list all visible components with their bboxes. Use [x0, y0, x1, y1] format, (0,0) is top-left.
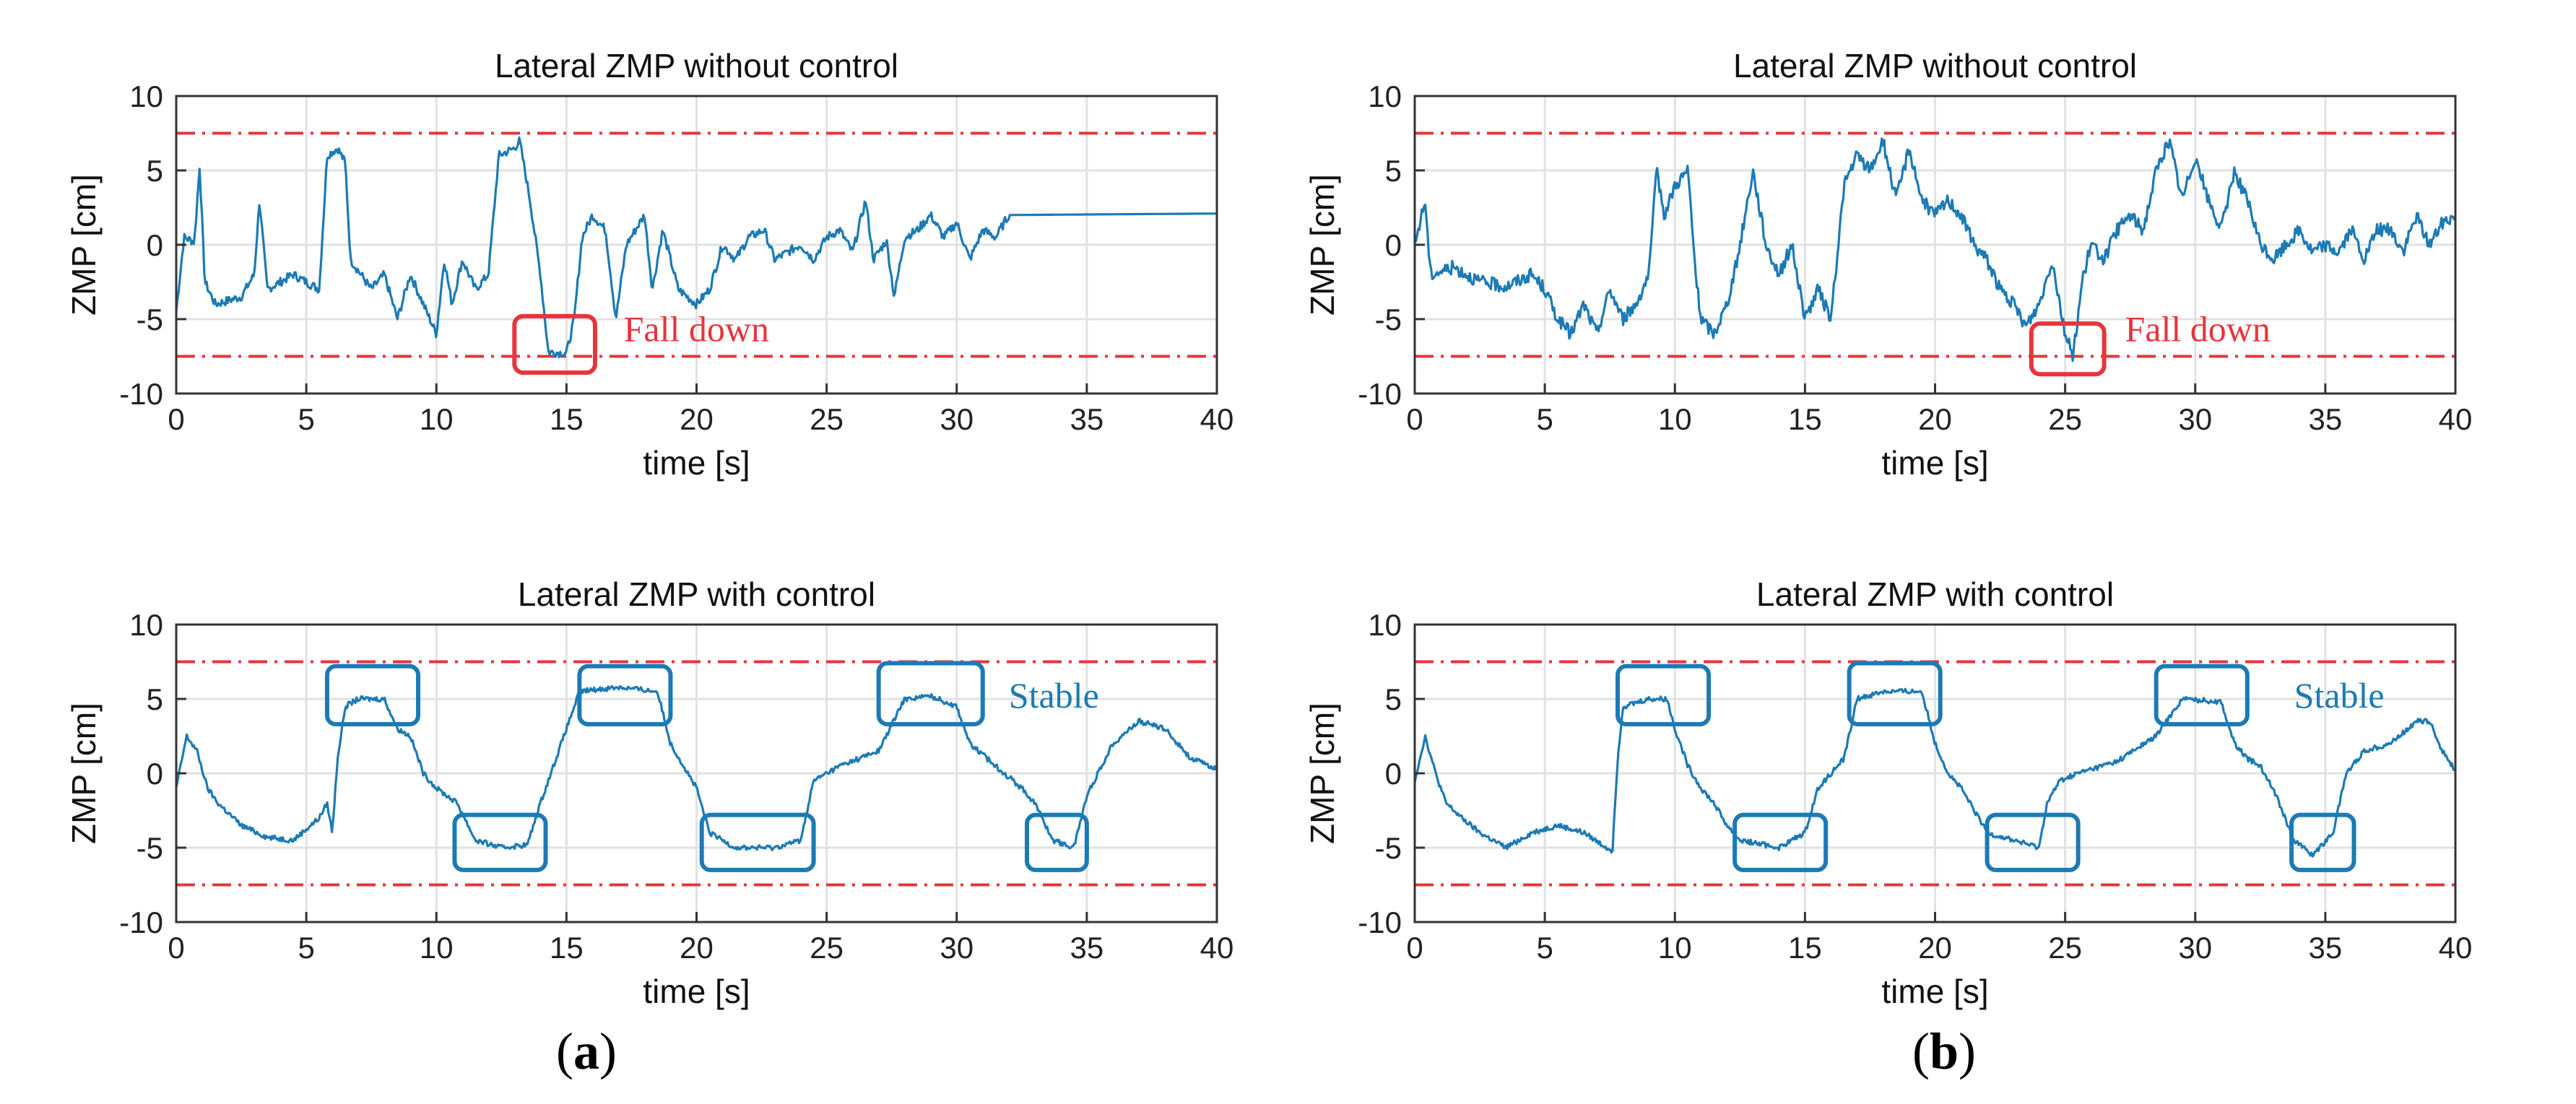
- x-tick-label: 35: [2309, 402, 2343, 436]
- fall-box: [512, 313, 598, 375]
- x-tick-label: 40: [2439, 402, 2473, 436]
- y-axis-label: ZMP [cm]: [1304, 174, 1341, 316]
- y-axis-label: ZMP [cm]: [65, 703, 103, 844]
- fall-down-label: Fall down: [2125, 308, 2270, 349]
- series-line-zmp: [175, 136, 1216, 359]
- x-tick-label: 20: [1918, 931, 1952, 965]
- stable-label: Stable: [2294, 675, 2385, 716]
- caption-b: (b): [1912, 1022, 1977, 1080]
- x-tick-label: 30: [2178, 402, 2212, 436]
- chart-title: Lateral ZMP with control: [518, 575, 875, 613]
- x-tick-label: 0: [168, 402, 184, 436]
- stable-box: [2154, 664, 2250, 727]
- stable-box: [1985, 812, 2081, 872]
- y-tick-label: 5: [147, 154, 163, 188]
- y-axis-label: ZMP [cm]: [65, 174, 103, 316]
- x-tick-label: 5: [298, 931, 314, 965]
- series-line-zmp: [175, 684, 1218, 851]
- stable-label: Stable: [1009, 675, 1099, 716]
- y-tick-label: 10: [129, 608, 163, 642]
- stable-box: [1615, 664, 1712, 727]
- chart-a-bottom: 0 5 10 15 20 25 30 35 40 -10 -5 0 5 10 Lateral ZMP wit…: [65, 575, 1233, 1010]
- y-tick-label: 0: [1385, 757, 1402, 791]
- x-tick-label: 0: [1406, 402, 1423, 436]
- x-tick-label: 40: [1200, 402, 1234, 436]
- stable-box: [324, 664, 421, 727]
- x-tick-label: 25: [810, 931, 844, 965]
- x-tick-label: 30: [940, 931, 973, 965]
- x-tick-label: 0: [1406, 931, 1423, 965]
- chart-a-top: 0 5 10 15 20 25 30 35 40 -10 -5 0 5 10 Lateral ZMP wit…: [65, 47, 1233, 482]
- y-tick-label: 10: [1368, 608, 1402, 642]
- y-tick-label: 10: [1368, 79, 1402, 113]
- x-tick-label: 5: [298, 402, 314, 436]
- x-tick-label: 20: [680, 402, 714, 436]
- stable-box: [2289, 812, 2356, 872]
- y-tick-label: -10: [1358, 377, 1402, 411]
- y-tick-label: 0: [147, 757, 163, 791]
- y-tick-label: -10: [119, 377, 163, 411]
- y-tick-label: 5: [147, 682, 163, 716]
- x-tick-label: 30: [2178, 931, 2212, 965]
- stable-box: [876, 661, 985, 727]
- stable-box: [1025, 812, 1089, 872]
- x-tick-label: 20: [1918, 402, 1952, 436]
- fall-box: [2029, 321, 2107, 377]
- y-tick-label: -5: [136, 303, 163, 336]
- x-tick-label: 35: [2309, 931, 2343, 965]
- x-tick-label: 35: [1070, 402, 1104, 436]
- x-tick-label: 15: [1788, 931, 1822, 965]
- x-axis-label: time [s]: [1881, 973, 1988, 1010]
- x-tick-label: 10: [1658, 402, 1692, 436]
- x-tick-label: 40: [1200, 931, 1234, 965]
- x-tick-label: 15: [1788, 402, 1822, 436]
- x-tick-label: 25: [2048, 931, 2082, 965]
- x-tick-label: 5: [1536, 402, 1553, 436]
- x-tick-label: 10: [420, 402, 454, 436]
- x-tick-label: 40: [2439, 931, 2473, 965]
- y-tick-label: 5: [1385, 682, 1402, 716]
- y-tick-label: -5: [1375, 831, 1402, 865]
- caption-a: (a): [556, 1022, 617, 1080]
- stable-box: [1732, 812, 1829, 872]
- chart-title: Lateral ZMP with control: [1756, 575, 2114, 613]
- y-tick-label: 0: [147, 228, 163, 262]
- y-tick-label: 5: [1385, 154, 1402, 188]
- chart-b-top: 0 5 10 15 20 25 30 35 40 -10 -5 0 5 10 Lateral ZMP wit…: [1304, 47, 2472, 482]
- stable-box: [699, 812, 816, 872]
- chart-title: Lateral ZMP without control: [495, 47, 898, 84]
- stable-box: [452, 812, 548, 872]
- x-axis-label: time [s]: [643, 973, 750, 1010]
- y-tick-label: -10: [119, 905, 163, 939]
- y-tick-label: -5: [1375, 303, 1402, 336]
- x-tick-label: 25: [810, 402, 844, 436]
- series-line-zmp: [1413, 687, 2455, 858]
- fall-down-label: Fall down: [624, 308, 769, 349]
- x-tick-label: 5: [1536, 931, 1553, 965]
- x-tick-label: 0: [168, 931, 184, 965]
- y-tick-label: 10: [129, 79, 163, 113]
- chart-b-bottom: 0 5 10 15 20 25 30 35 40 -10 -5 0 5 10 Lateral ZMP wit…: [1304, 575, 2472, 1010]
- chart-title: Lateral ZMP without control: [1733, 47, 2137, 84]
- x-tick-label: 20: [680, 931, 714, 965]
- x-tick-label: 10: [1658, 931, 1692, 965]
- y-axis-label: ZMP [cm]: [1304, 703, 1341, 844]
- x-axis-label: time [s]: [1881, 444, 1988, 482]
- x-axis-label: time [s]: [643, 444, 750, 482]
- stable-box: [577, 664, 673, 727]
- series-line-zmp: [1413, 137, 2456, 362]
- x-tick-label: 10: [420, 931, 454, 965]
- x-tick-label: 35: [1070, 931, 1104, 965]
- x-tick-label: 15: [550, 931, 584, 965]
- x-tick-label: 30: [940, 402, 973, 436]
- y-tick-label: 0: [1385, 228, 1402, 262]
- x-tick-label: 15: [550, 402, 584, 436]
- y-tick-label: -10: [1358, 905, 1402, 939]
- stable-box: [1847, 661, 1943, 727]
- y-tick-label: -5: [136, 831, 163, 865]
- x-tick-label: 25: [2048, 402, 2082, 436]
